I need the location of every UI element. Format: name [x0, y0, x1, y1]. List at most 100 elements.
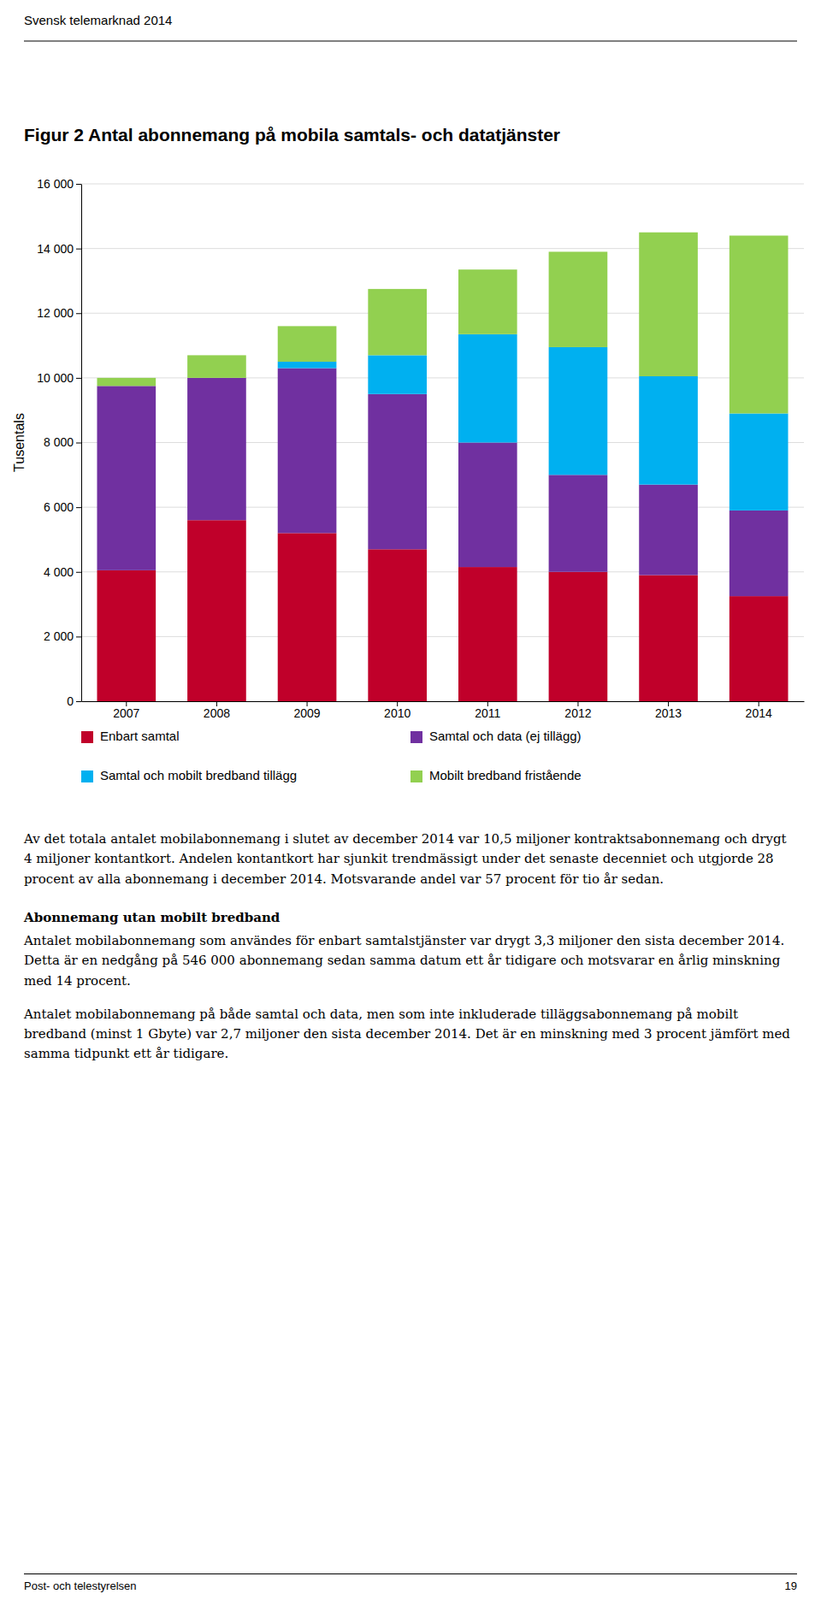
x-axis-line [82, 701, 805, 703]
bar [187, 354, 247, 378]
legend-swatch [410, 731, 423, 744]
y-tick-mark [76, 572, 82, 573]
bar [96, 570, 156, 702]
x-tick: 2013 [655, 701, 682, 721]
legend-item: Mobilt bredband fristående [410, 767, 582, 783]
x-tick-label: 2013 [655, 706, 682, 721]
bars [96, 232, 788, 702]
y-tick: 8 000 [43, 435, 82, 449]
x-tick: 2008 [203, 701, 231, 721]
y-tick: 14 000 [36, 242, 82, 256]
series [277, 334, 789, 511]
x-tick-label: 2009 [293, 706, 320, 721]
y-tick-label: 10 000 [36, 371, 74, 385]
y-tick-mark [76, 248, 82, 250]
x-tick-label: 2012 [564, 706, 591, 721]
y-tick: 12 000 [36, 306, 82, 320]
x-tick-label: 2007 [112, 706, 140, 721]
legend-label: Enbart samtal [100, 728, 180, 744]
y-axis: 0 2 000 4 000 6 000 8 000 10 000 12 000 14 000 1… [36, 177, 82, 709]
bar [367, 289, 427, 356]
bar [277, 325, 337, 362]
x-tick-label: 2014 [745, 706, 773, 721]
legend-swatch [81, 731, 94, 744]
footer-rule [23, 1573, 798, 1575]
y-tick-mark [76, 507, 82, 508]
y-tick-label: 16 000 [36, 177, 74, 191]
y-tick-label: 2 000 [43, 629, 74, 644]
legend-swatch [81, 770, 94, 783]
series [96, 368, 788, 597]
legend-swatch [410, 770, 423, 783]
bar [367, 394, 427, 550]
x-tick-label: 2008 [203, 706, 231, 721]
page-number: 19 [785, 1579, 798, 1593]
legend-label: Samtal och mobilt bredband tillägg [100, 767, 297, 783]
bar [638, 232, 698, 377]
bar [729, 510, 789, 597]
header: Svensk telemarknad 2014 [23, 12, 172, 28]
grid [81, 183, 804, 702]
bar [729, 596, 789, 702]
page: Svensk telemarknad 2014 Figur 2 Antal abo… [0, 0, 821, 1600]
x-axis: 2007 2008 2009 2010 2011 2012 2013 2014 [82, 701, 805, 721]
bar [549, 347, 609, 475]
legend-label: Mobilt bredband fristående [429, 767, 582, 783]
bar [458, 334, 518, 443]
y-tick: 10 000 [36, 371, 82, 385]
y-tick: 4 000 [43, 565, 82, 579]
bar [96, 378, 156, 386]
legend-item: Samtal och mobilt bredband tillägg [81, 767, 297, 783]
bar [458, 442, 518, 568]
paragraph: Antalet mobilabonnemang på både samtal o… [23, 1004, 798, 1065]
x-tick: 2007 [112, 701, 140, 721]
bar [367, 549, 427, 702]
paragraph: Antalet mobilabonnemang som användes för… [23, 931, 798, 992]
bar [549, 474, 609, 572]
chart: Svensk telemarknad 2014 Figur 2 Antal abo… [0, 0, 821, 804]
x-tick: 2010 [383, 701, 411, 721]
grid-line [81, 183, 804, 185]
bar [277, 361, 337, 369]
bar [277, 368, 337, 534]
bar [638, 376, 698, 485]
bar [187, 519, 247, 702]
y-tick: 2 000 [43, 629, 82, 644]
bar [729, 413, 789, 510]
y-tick-mark [76, 378, 82, 379]
x-tick: 2014 [745, 701, 773, 721]
bar [458, 567, 518, 702]
y-tick-label: 8 000 [43, 435, 74, 449]
y-axis-title: Tusentals [11, 413, 27, 473]
bar [549, 251, 609, 348]
y-axis-line [81, 184, 83, 703]
bar [367, 354, 427, 394]
bar [729, 236, 789, 414]
bar [96, 385, 156, 571]
legend-item: Enbart samtal [81, 728, 180, 744]
y-tick-label: 0 [66, 694, 74, 709]
y-tick-label: 6 000 [43, 500, 74, 514]
x-tick: 2011 [474, 701, 501, 721]
title: Figur 2 Antal abonnemang på mobila samta… [23, 124, 561, 145]
y-tick-mark [76, 442, 82, 444]
bar [638, 484, 698, 576]
y-tick-label: 14 000 [36, 242, 74, 256]
x-tick-label: 2010 [383, 706, 411, 721]
paragraph: Av det totala antalet mobilabonnemang i … [23, 829, 798, 890]
y-tick: 0 [66, 694, 82, 709]
y-tick-mark [76, 313, 82, 314]
y-tick: 16 000 [36, 177, 82, 191]
legend: Enbart samtal Samtal och data (ej tillägg… [81, 728, 582, 783]
section-heading: Abonnemang utan mobilt bredband [23, 908, 798, 928]
bar [549, 572, 609, 702]
y-tick-mark [76, 183, 82, 185]
bar [458, 269, 518, 335]
y-tick: 6 000 [43, 500, 82, 514]
y-tick-label: 12 000 [36, 306, 74, 320]
x-tick: 2009 [293, 701, 320, 721]
y-tick-label: 4 000 [43, 565, 74, 579]
y-tick-mark [76, 701, 82, 703]
legend-label: Samtal och data (ej tillägg) [429, 728, 582, 744]
bar [277, 532, 337, 702]
